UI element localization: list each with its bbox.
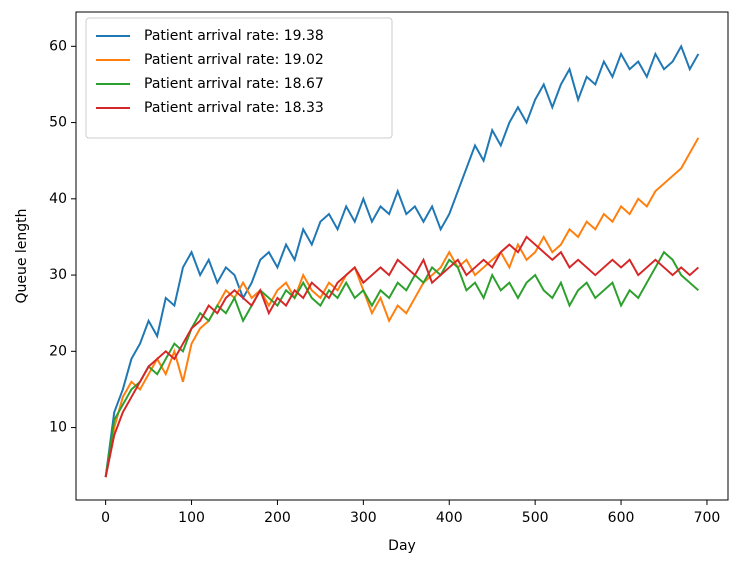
x-tick-label: 500: [522, 510, 549, 526]
y-tick-label: 60: [49, 38, 67, 54]
y-axis-label: Queue length: [14, 208, 30, 303]
y-tick-label: 20: [49, 343, 67, 359]
line-series: [104, 235, 700, 478]
line-series: [104, 137, 700, 478]
line-series: [104, 250, 700, 478]
legend-box: [85, 17, 393, 139]
legend-label: Patient arrival rate: 18.67: [144, 76, 324, 92]
y-tick-label: 50: [49, 115, 67, 131]
legend-label: Patient arrival rate: 19.38: [144, 28, 324, 44]
x-tick-label: 600: [608, 510, 635, 526]
legend-label: Patient arrival rate: 18.33: [144, 100, 324, 116]
plot-frame: [75, 11, 729, 501]
legend-label: Patient arrival rate: 19.02: [144, 52, 324, 68]
x-axis-label: Day: [388, 538, 416, 554]
line-series: [104, 43, 700, 478]
y-tick-label: 40: [49, 191, 67, 207]
x-tick-label: 700: [694, 510, 721, 526]
y-tick-label: 30: [49, 267, 67, 283]
x-tick-label: 200: [264, 510, 291, 526]
y-tick-label: 10: [49, 420, 67, 436]
x-tick-label: 100: [178, 510, 205, 526]
x-tick-label: 0: [101, 510, 110, 526]
x-tick-label: 400: [436, 510, 463, 526]
x-tick-label: 300: [350, 510, 377, 526]
